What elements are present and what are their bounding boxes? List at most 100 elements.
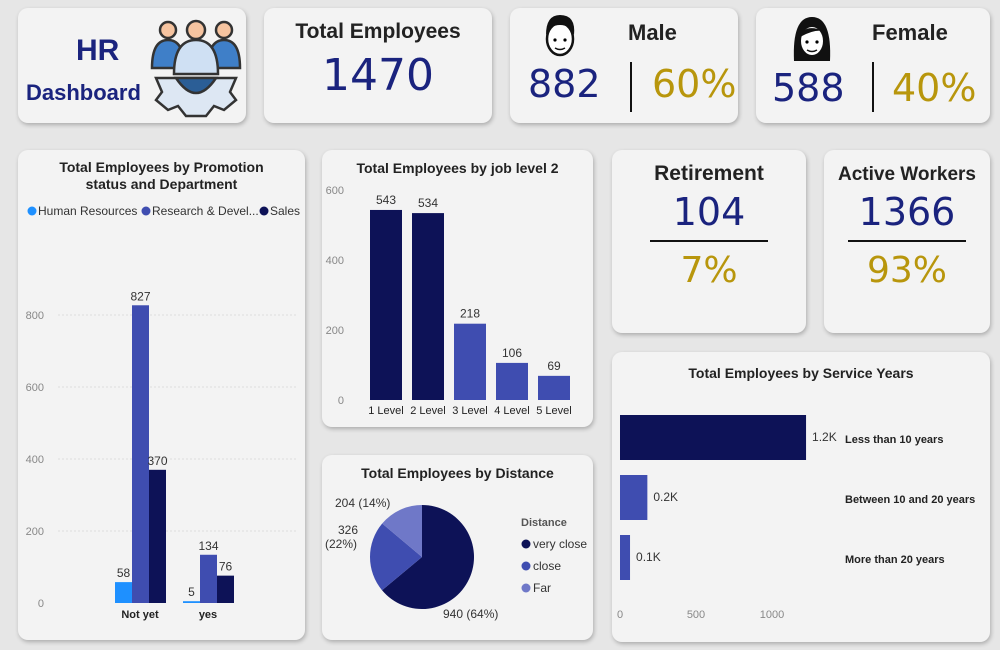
legend-label: Far <box>533 581 551 595</box>
pie-slice <box>370 523 422 591</box>
data-label: 0.2K <box>653 490 678 504</box>
total-employees-value: 1470 <box>322 50 434 101</box>
distance-chart-title: Total Employees by Distance <box>361 465 554 481</box>
retirement-card: Retirement 104 7% <box>612 150 806 333</box>
total-employees-card: Total Employees 1470 <box>264 8 492 123</box>
legend-marker <box>141 206 151 216</box>
y-tick: 400 <box>26 454 44 466</box>
x-tick: 4 Level <box>494 405 529 417</box>
retirement-percent: 7% <box>680 250 738 291</box>
total-employees-label: Total Employees <box>295 20 461 43</box>
male-label: Male <box>628 20 677 45</box>
data-label: 106 <box>502 346 522 360</box>
data-label: 543 <box>376 193 396 207</box>
y-tick: 600 <box>26 382 44 394</box>
bar <box>538 375 570 400</box>
data-label: 827 <box>130 289 150 303</box>
retirement-divider <box>650 240 768 242</box>
hr-title: HR <box>76 34 120 67</box>
bar <box>620 475 648 520</box>
pie-slice <box>382 505 422 557</box>
bar <box>370 209 402 400</box>
male-avatar-icon <box>545 15 575 57</box>
legend-marker <box>521 539 531 549</box>
active-workers-card: Active Workers 1366 93% <box>824 150 990 333</box>
service-years-chart-card: Total Employees by Service Years 0 500 100… <box>612 352 990 642</box>
data-label: 0.1K <box>636 550 661 564</box>
male-percent: 60% <box>652 62 737 106</box>
y-tick: 200 <box>26 526 44 538</box>
distance-chart: very close close Far Distance 940 (64%) 326(2… <box>325 496 587 621</box>
y-category: More than 20 years <box>845 554 945 566</box>
female-count: 588 <box>772 66 845 110</box>
legend-marker <box>521 583 531 593</box>
y-tick: 200 <box>326 325 344 337</box>
data-label: 1.2K <box>812 430 837 444</box>
job-level-chart-card: Total Employees by job level 2 0 200 400 60… <box>322 150 593 427</box>
data-label: 5 <box>188 585 195 599</box>
bar <box>149 469 166 603</box>
y-tick: 800 <box>26 310 44 322</box>
x-tick: yes <box>199 609 217 621</box>
dashboard-title: Dashboard <box>26 80 141 105</box>
male-card: Male 882 60% <box>510 8 738 123</box>
female-divider <box>872 62 874 112</box>
job-level-chart: 0 200 400 600 543 1 Level 534 2 Level 218 3 Level… <box>326 185 572 417</box>
bar <box>620 535 631 580</box>
hr-title-card: HR Dashboard <box>18 8 246 123</box>
bar <box>183 601 200 603</box>
x-tick: Not yet <box>121 609 159 621</box>
legend-marker <box>27 206 37 216</box>
female-label: Female <box>872 20 948 45</box>
promotion-chart-title: Total Employees by Promotion status and … <box>59 159 264 192</box>
data-label: 534 <box>418 196 438 210</box>
y-tick: 0 <box>338 395 344 407</box>
x-tick: 2 Level <box>410 405 445 417</box>
bar <box>620 415 807 460</box>
x-tick: 1000 <box>760 609 784 621</box>
retirement-value: 104 <box>672 190 746 234</box>
data-label: 370 <box>147 454 167 468</box>
female-avatar-icon <box>793 17 831 61</box>
y-tick: 600 <box>326 185 344 197</box>
female-card: Female 588 40% <box>756 8 990 123</box>
active-workers-percent: 93% <box>866 250 947 291</box>
data-label: 940 (64%) <box>443 607 498 621</box>
promotion-chart-card: Total Employees by Promotion status and … <box>18 150 305 640</box>
bar <box>132 305 149 603</box>
male-count: 882 <box>528 62 601 106</box>
legend-label: Research & Devel... <box>152 204 259 218</box>
distance-chart-card: Total Employees by Distance very close cl… <box>322 455 593 640</box>
active-workers-value: 1366 <box>858 190 956 234</box>
data-label: 76 <box>219 560 233 574</box>
data-label: 69 <box>547 359 561 373</box>
data-label: 58 <box>117 566 131 580</box>
bar <box>217 575 234 603</box>
y-category: Less than 10 years <box>845 434 943 446</box>
retirement-label: Retirement <box>654 162 764 185</box>
team-gear-icon <box>150 19 242 118</box>
legend-label: close <box>533 559 561 573</box>
active-workers-label: Active Workers <box>838 164 976 185</box>
service-years-chart-title: Total Employees by Service Years <box>688 365 914 381</box>
data-label: 218 <box>460 307 480 321</box>
bar <box>412 213 444 400</box>
data-label: 204 (14%) <box>335 496 390 510</box>
female-percent: 40% <box>892 66 977 110</box>
bar <box>115 582 132 603</box>
bar <box>200 554 217 603</box>
data-label: 326 <box>338 523 358 537</box>
active-workers-divider <box>848 240 966 242</box>
legend-marker <box>259 206 269 216</box>
y-category: Between 10 and 20 years <box>845 494 975 506</box>
bar <box>496 362 528 400</box>
y-tick: 0 <box>38 598 44 610</box>
x-tick: 5 Level <box>536 405 571 417</box>
legend-label: Sales <box>270 204 300 218</box>
promotion-chart: Human Resources Research & Devel... Sales 0… <box>26 204 300 621</box>
x-tick: 3 Level <box>452 405 487 417</box>
y-tick: 400 <box>326 255 344 267</box>
pie-slice <box>382 505 474 609</box>
service-years-chart: 0 500 1000 1.2K Less than 10 years 0.2K Betwee… <box>617 415 975 621</box>
male-divider <box>630 62 632 112</box>
